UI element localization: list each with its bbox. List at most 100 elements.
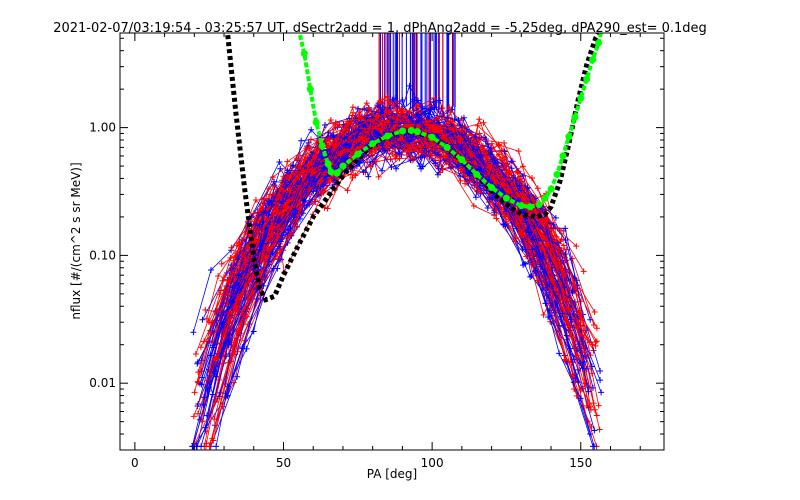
trace-point — [580, 268, 587, 275]
trace-point — [301, 197, 308, 204]
trace-point — [215, 273, 222, 280]
trace-point — [349, 175, 356, 182]
trace-point — [265, 185, 272, 192]
trace-point — [298, 137, 305, 144]
trace-point — [590, 322, 597, 329]
trace-point — [434, 171, 441, 178]
trace-point — [460, 114, 467, 121]
trace-point — [318, 178, 325, 185]
trace-point — [288, 204, 295, 211]
trace-point — [443, 131, 450, 138]
trace-point — [233, 340, 240, 347]
trace-point — [589, 341, 596, 348]
trace-point — [254, 295, 261, 302]
trace-point — [389, 120, 396, 127]
trace-point — [352, 172, 359, 179]
trace-point — [332, 119, 339, 126]
trace-point — [223, 353, 230, 360]
trace-point — [268, 201, 275, 208]
trace-point — [425, 143, 432, 150]
trace-point — [406, 107, 413, 114]
trace-point — [415, 97, 422, 104]
trace-line — [215, 118, 597, 447]
green-fit-curve — [297, 33, 603, 209]
trace-point — [591, 443, 598, 450]
trace-point — [274, 230, 281, 237]
trace-point — [286, 187, 293, 194]
trace-point — [406, 82, 413, 89]
trace-point — [194, 359, 201, 366]
trace-point — [573, 347, 580, 354]
trace-point — [540, 311, 547, 318]
trace-point — [451, 116, 458, 123]
trace-point — [405, 121, 412, 128]
trace-point — [356, 109, 363, 116]
trace-point — [598, 389, 605, 396]
trace-point — [389, 151, 396, 158]
trace-point — [543, 218, 550, 225]
trace-point — [498, 147, 505, 154]
trace-point — [280, 198, 287, 205]
trace-point — [358, 115, 365, 122]
trace-point — [522, 261, 529, 268]
trace-point — [252, 196, 259, 203]
trace-point — [520, 191, 527, 198]
trace-point — [439, 104, 446, 111]
trace-point — [284, 167, 291, 174]
trace-point — [277, 165, 284, 172]
trace-point — [360, 169, 367, 176]
trace-point — [501, 148, 508, 155]
trace-point — [519, 163, 526, 170]
trace-point — [190, 329, 197, 336]
trace-point — [589, 370, 596, 377]
trace-point — [322, 122, 329, 129]
trace-point — [593, 325, 600, 332]
trace-point — [577, 360, 584, 367]
trace-point — [595, 402, 602, 409]
trace-point — [596, 426, 603, 433]
trace-point — [474, 122, 481, 129]
trace-point — [211, 416, 218, 423]
trace-point — [263, 210, 270, 217]
trace-point — [491, 176, 498, 183]
trace-point — [455, 162, 462, 169]
trace-point — [236, 242, 243, 249]
trace-point — [220, 309, 227, 316]
trace-point — [562, 356, 569, 363]
trace-point — [228, 244, 235, 251]
trace-point — [218, 320, 225, 327]
trace-point — [417, 154, 424, 161]
trace-point — [448, 130, 455, 137]
trace-point — [349, 104, 356, 111]
trace-point — [474, 136, 481, 143]
trace-point — [255, 212, 262, 219]
trace-point — [592, 339, 599, 346]
trace-point — [394, 116, 401, 123]
trace-point — [300, 167, 307, 174]
trace-point — [558, 236, 565, 243]
trace-point — [529, 246, 536, 253]
trace-point — [437, 126, 444, 133]
trace-point — [515, 148, 522, 155]
plot-frame — [119, 32, 665, 451]
trace-point — [379, 122, 386, 129]
trace-point — [190, 413, 197, 420]
trace-point — [211, 355, 218, 362]
trace-point — [422, 126, 429, 133]
trace-point — [378, 167, 385, 174]
trace-point — [280, 188, 287, 195]
trace-point — [269, 174, 276, 181]
trace-point — [556, 350, 563, 357]
trace-point — [269, 223, 276, 230]
trace-point — [418, 165, 425, 172]
trace-point — [508, 165, 515, 172]
trace-point — [473, 183, 480, 190]
trace-point — [502, 221, 509, 228]
trace-point — [349, 124, 356, 131]
trace-point — [398, 105, 405, 112]
trace-point — [287, 231, 294, 238]
trace-point — [534, 185, 541, 192]
trace-point — [560, 242, 567, 249]
trace-point — [308, 126, 315, 133]
